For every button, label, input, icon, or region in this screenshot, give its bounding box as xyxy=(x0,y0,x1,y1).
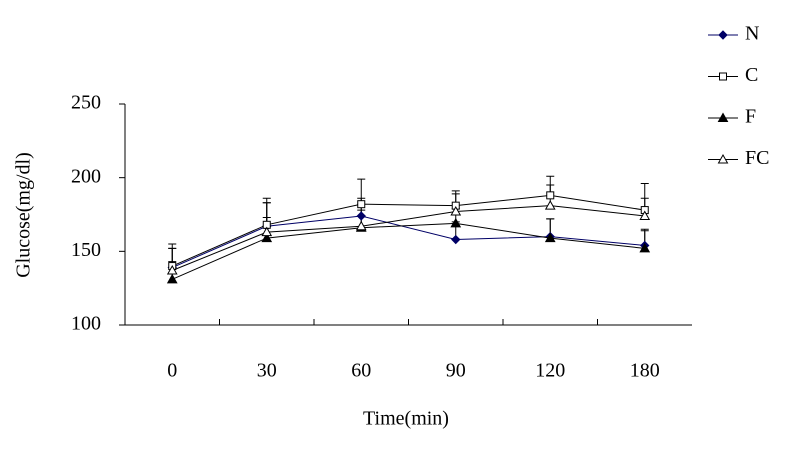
x-tick-label: 120 xyxy=(535,360,565,382)
x-tick-label: 180 xyxy=(630,360,660,382)
data-point xyxy=(261,226,273,237)
series-line xyxy=(172,215,645,268)
legend-marker xyxy=(719,72,727,81)
data-point xyxy=(639,242,651,253)
legend-marker xyxy=(718,30,728,40)
y-tick-label: 150 xyxy=(71,239,101,261)
x-tick-label: 0 xyxy=(167,360,177,382)
legend-label: C xyxy=(745,64,758,86)
data-point xyxy=(544,200,556,210)
data-point xyxy=(356,211,366,221)
data-point xyxy=(355,220,367,231)
data-point xyxy=(544,232,556,243)
series-line xyxy=(172,205,645,271)
data-point xyxy=(166,264,178,275)
y-axis-label: Glucose(mg/dl) xyxy=(13,152,35,278)
data-point xyxy=(450,206,462,216)
series-line xyxy=(172,194,645,267)
x-tick-label: 90 xyxy=(446,360,466,382)
y-tick-label: 100 xyxy=(71,313,101,335)
y-tick-label: 250 xyxy=(71,92,101,114)
data-point xyxy=(546,191,555,200)
x-tick-label: 60 xyxy=(351,360,371,382)
series-line xyxy=(172,222,645,280)
legend-label: FC xyxy=(745,147,769,169)
legend-marker xyxy=(717,112,729,122)
data-point xyxy=(166,273,178,284)
error-bar xyxy=(357,178,366,205)
legend-label: N xyxy=(745,23,759,45)
data-point xyxy=(357,200,366,209)
legend-label: F xyxy=(745,106,756,128)
data-point xyxy=(450,217,462,228)
y-tick-label: 200 xyxy=(71,165,101,187)
x-axis-label: Time(min) xyxy=(363,408,449,430)
data-point xyxy=(261,232,273,243)
x-tick-label: 30 xyxy=(257,360,277,382)
data-point xyxy=(451,234,461,245)
data-point xyxy=(639,210,651,220)
legend-marker xyxy=(717,153,729,164)
